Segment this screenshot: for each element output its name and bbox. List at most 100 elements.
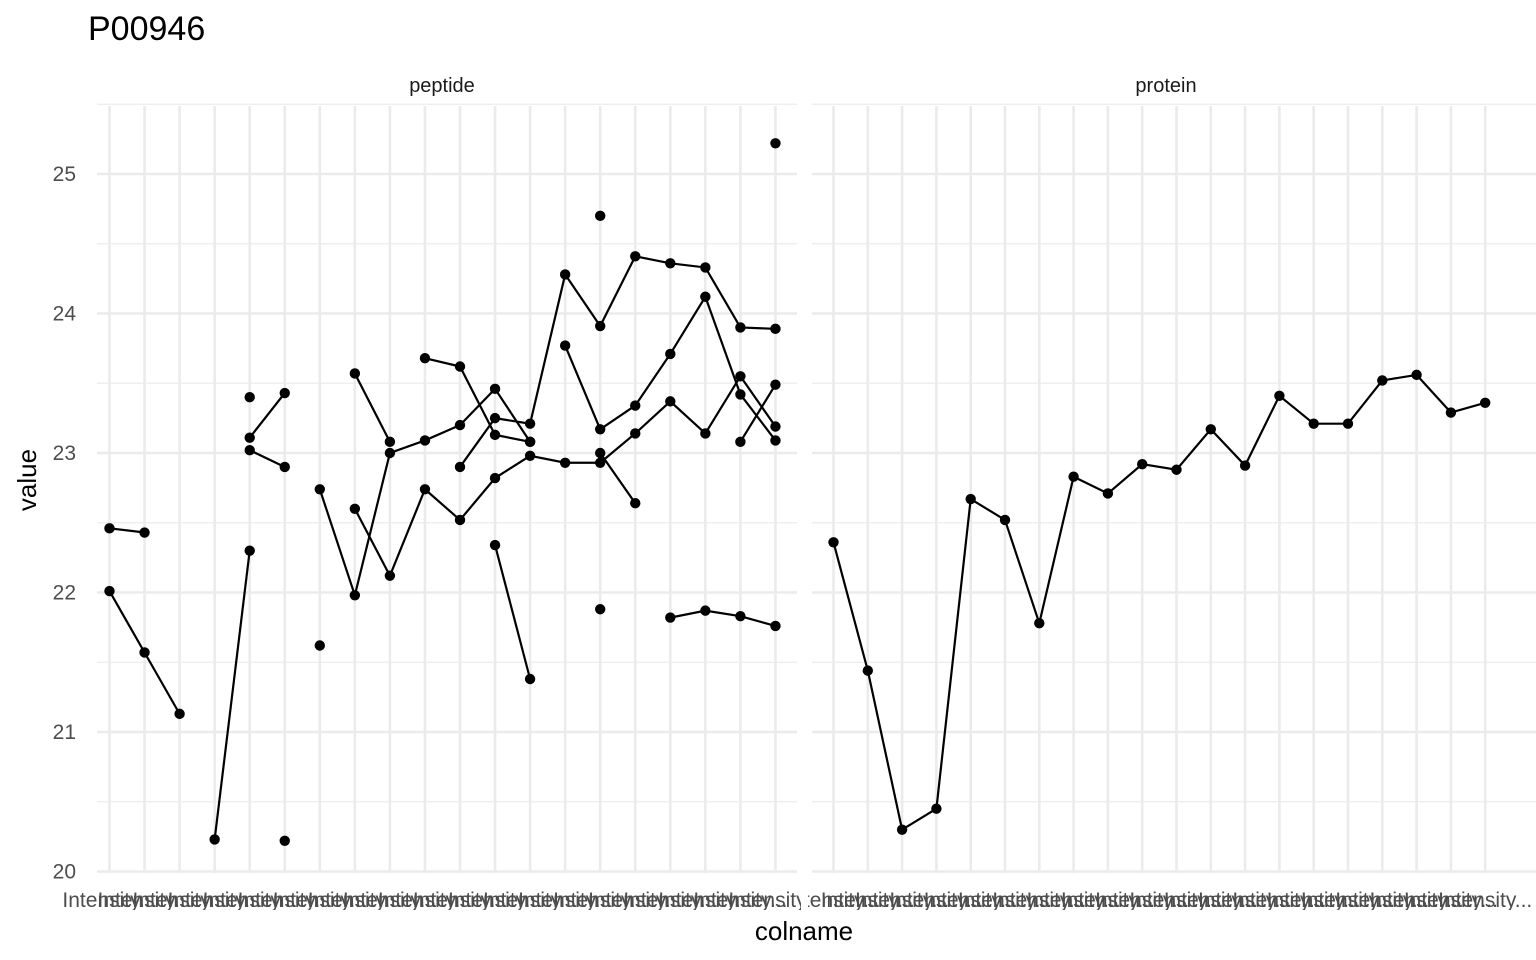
data-point — [630, 400, 641, 411]
data-point — [104, 523, 115, 534]
data-point — [279, 461, 290, 473]
data-point — [595, 447, 606, 459]
x-tick-label: Intensity... — [448, 889, 542, 912]
data-point — [665, 612, 676, 623]
data-point — [524, 673, 536, 685]
data-point — [419, 352, 431, 364]
data-point — [999, 514, 1011, 526]
data-point — [1274, 390, 1285, 402]
data-point — [965, 493, 976, 505]
data-point — [244, 392, 255, 403]
data-point — [384, 447, 396, 459]
series-20 — [770, 138, 781, 149]
series-8 — [314, 640, 325, 651]
data-point — [735, 436, 746, 448]
data-point — [770, 435, 781, 446]
data-point — [454, 419, 466, 431]
data-point — [665, 396, 676, 407]
x-tick-label: Intensity... — [203, 889, 297, 912]
series-11 — [419, 352, 536, 448]
panels: peptideIntensity...Intensity...Intensity… — [62, 75, 1536, 912]
data-point — [595, 210, 606, 222]
series-18 — [665, 605, 781, 632]
data-point — [735, 322, 746, 333]
data-point — [595, 320, 606, 332]
data-point — [349, 368, 361, 379]
data-point — [700, 291, 711, 302]
facet-strip-label: protein — [1135, 75, 1196, 97]
x-tick-label: Intensity... — [1301, 889, 1395, 912]
series-line — [109, 527, 145, 534]
series-16 — [595, 447, 641, 509]
x-tick-label: Intensity... — [693, 889, 787, 912]
series-2 — [209, 545, 255, 845]
data-point — [314, 484, 325, 495]
x-tick-label: Intensity... — [992, 889, 1086, 912]
data-point — [862, 665, 873, 676]
x-tick-label: Intensity... — [958, 889, 1052, 912]
series-5 — [244, 445, 290, 473]
chart-title: P00946 — [88, 10, 205, 48]
x-tick-labels: Intensity...Intensity...Intensity...Inte… — [62, 889, 822, 912]
data-point — [770, 323, 781, 335]
x-tick-label: Intensity... — [1370, 889, 1464, 912]
data-point — [419, 435, 431, 446]
series-4 — [244, 387, 290, 443]
data-point — [174, 708, 185, 720]
data-point — [1445, 407, 1457, 418]
data-point — [419, 484, 431, 495]
data-point — [244, 445, 255, 456]
data-point — [384, 570, 396, 581]
x-tick-label: Intensity... — [1061, 889, 1155, 912]
series-9 — [349, 368, 396, 448]
data-point — [630, 428, 641, 439]
y-tick-label: 20 — [53, 861, 76, 884]
panel-protein: proteinIntensity...Intensity...Intensity… — [786, 75, 1536, 912]
x-tick-label: Intensity... — [97, 889, 191, 912]
x-tick-label: Intensity... — [728, 889, 822, 912]
data-point — [828, 537, 839, 548]
series-line — [670, 609, 776, 628]
x-tick-label: Intensity... — [1198, 889, 1292, 912]
x-tick-label: Intensity... — [378, 889, 472, 912]
data-point — [700, 605, 711, 616]
series-0 — [828, 369, 1491, 835]
data-point — [896, 824, 908, 835]
data-point — [1034, 617, 1045, 629]
y-axis: 20 21 22 23 24 25 — [53, 163, 77, 884]
y-tick-label: 25 — [53, 163, 76, 186]
x-tick-label: Intensity... — [855, 889, 949, 912]
x-tick-label: Intensity... — [658, 889, 752, 912]
data-point — [630, 498, 641, 509]
series-line — [249, 449, 286, 468]
x-tick-label: Intensity... — [1129, 889, 1223, 912]
x-tick-label: Intensity... — [1335, 889, 1429, 912]
data-point — [489, 539, 501, 551]
data-point — [735, 389, 746, 400]
data-point — [349, 503, 361, 514]
data-point — [104, 585, 115, 597]
data-point — [454, 514, 466, 526]
series-line — [353, 372, 391, 443]
x-tick-label: Intensity... — [786, 889, 880, 912]
x-tick-label: Intensity... — [483, 889, 577, 912]
data-point — [209, 834, 220, 845]
data-point — [665, 348, 676, 360]
data-point — [244, 545, 255, 556]
data-point — [931, 803, 942, 814]
x-axis-title: colname — [755, 916, 853, 946]
x-tick-label: Intensity... — [413, 889, 507, 912]
y-axis-title: value — [12, 449, 42, 511]
x-tick-labels: Intensity...Intensity...Intensity...Inte… — [786, 889, 1532, 912]
data-point — [1411, 369, 1422, 381]
data-point — [349, 590, 361, 601]
x-tick-label: Intensity... — [1027, 889, 1121, 912]
series-line — [599, 452, 637, 504]
data-point — [770, 421, 781, 432]
x-tick-label: Intensity... — [273, 889, 367, 912]
data-point — [1480, 397, 1491, 408]
y-tick-label: 24 — [53, 303, 77, 326]
data-point — [524, 418, 536, 429]
data-point — [279, 387, 290, 399]
